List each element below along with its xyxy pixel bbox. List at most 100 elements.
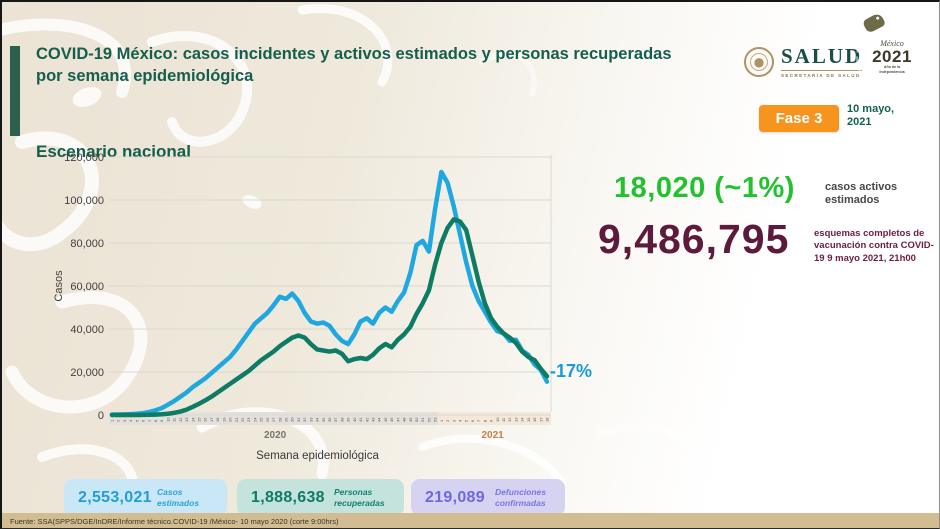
svg-text:20: 20 (228, 417, 233, 422)
svg-text:14: 14 (520, 417, 525, 422)
svg-text:7: 7 (147, 419, 152, 422)
deaths-box: 219,089 Defunciones confirmadas (411, 479, 565, 516)
recovered-label: Personas recuperadas (334, 486, 385, 508)
svg-text:18: 18 (545, 417, 550, 422)
active-cases-label: casos activos estimados (825, 181, 898, 206)
svg-text:52: 52 (426, 417, 431, 422)
svg-text:8: 8 (482, 419, 487, 422)
svg-text:Casos: Casos (53, 270, 65, 302)
deaths-value: 219,089 (425, 488, 485, 506)
page-title: COVID-19 México: casos incidentes y acti… (36, 45, 672, 85)
svg-text:8: 8 (153, 419, 158, 422)
svg-text:47: 47 (395, 417, 400, 422)
svg-text:7: 7 (476, 419, 481, 422)
svg-text:1: 1 (110, 419, 115, 422)
svg-text:4: 4 (128, 419, 133, 422)
svg-text:29: 29 (284, 417, 289, 422)
svg-text:30: 30 (290, 417, 295, 422)
svg-text:17: 17 (538, 417, 543, 422)
recovered-value: 1,888,638 (251, 488, 325, 506)
svg-text:10: 10 (165, 417, 170, 422)
svg-text:50: 50 (414, 417, 419, 422)
serpent-ring-texture (856, 21, 928, 93)
svg-text:53: 53 (433, 417, 438, 422)
estimated-cases-label: Casos estimados (157, 486, 200, 508)
svg-text:3: 3 (122, 419, 127, 422)
salud-eagle-icon (744, 47, 774, 77)
svg-text:13: 13 (184, 417, 189, 422)
svg-text:13: 13 (513, 417, 518, 422)
svg-text:28: 28 (277, 417, 282, 422)
svg-text:Semana epidemiológica: Semana epidemiológica (256, 450, 379, 462)
recovered-box: 1,888,638 Personas recuperadas (237, 479, 404, 516)
svg-text:5: 5 (134, 419, 139, 422)
svg-text:49: 49 (408, 417, 413, 422)
svg-text:11: 11 (501, 417, 506, 422)
svg-text:42: 42 (364, 417, 369, 422)
trend-annotation: -17% (550, 361, 593, 381)
svg-text:27: 27 (271, 417, 276, 422)
svg-text:36: 36 (327, 417, 332, 422)
svg-text:6: 6 (470, 419, 475, 422)
svg-text:16: 16 (203, 417, 208, 422)
green-accent-bar (10, 46, 20, 136)
svg-text:80,000: 80,000 (70, 238, 104, 250)
svg-text:10: 10 (495, 417, 500, 422)
svg-text:3: 3 (451, 419, 456, 422)
salud-secretaria-label: SECRETARÍA DE SALUD (781, 70, 863, 78)
estimated-cases-value: 2,553,021 (78, 488, 152, 506)
svg-text:14: 14 (190, 417, 195, 422)
svg-text:20,000: 20,000 (70, 367, 104, 379)
estimated-cases-box: 2,553,021 Casos estimados (64, 479, 227, 516)
mexico-script-label: México (880, 39, 904, 49)
scenario-subtitle: Escenario nacional (36, 142, 191, 161)
mexico-year-label: 2021 (872, 47, 912, 67)
vaccination-label: esquemas completos de vacunación contra … (814, 228, 934, 264)
svg-text:9: 9 (489, 419, 494, 422)
svg-text:2021: 2021 (482, 430, 505, 441)
svg-text:44: 44 (377, 417, 382, 422)
report-date: 10 mayo, 2021 (847, 103, 895, 128)
svg-text:33: 33 (308, 417, 313, 422)
active-cases-value: 18,020 (~1%) (614, 172, 795, 204)
serpent-ring-icon: México 2021 Año de la Independencia (856, 21, 928, 93)
svg-text:2: 2 (445, 419, 450, 422)
svg-text:60,000: 60,000 (70, 281, 104, 293)
svg-text:34: 34 (315, 417, 320, 422)
phase-badge: Fase 3 (759, 105, 839, 132)
salud-logo: SALUD SECRETARÍA DE SALUD (744, 44, 863, 78)
svg-text:15: 15 (526, 417, 531, 422)
mexico-2021-logo: México 2021 Año de la Independencia (854, 12, 932, 102)
svg-text:23: 23 (246, 417, 251, 422)
svg-text:12: 12 (178, 417, 183, 422)
svg-text:1: 1 (439, 419, 444, 422)
svg-text:32: 32 (302, 417, 307, 422)
svg-text:26: 26 (265, 417, 270, 422)
svg-text:6: 6 (141, 419, 146, 422)
svg-text:16: 16 (532, 417, 537, 422)
svg-text:41: 41 (358, 417, 363, 422)
svg-text:25: 25 (259, 417, 264, 422)
svg-text:31: 31 (296, 417, 301, 422)
svg-text:22: 22 (240, 417, 245, 422)
salud-wordmark: SALUD (781, 44, 863, 68)
svg-text:40: 40 (352, 417, 357, 422)
svg-text:9: 9 (159, 419, 164, 422)
svg-text:51: 51 (420, 417, 425, 422)
svg-text:2020: 2020 (264, 430, 287, 441)
mexico-independencia-label: Año de la Independencia (879, 65, 905, 74)
footer-source-bar: Fuente: SSA(SPPS/DGE/InDRE/Informe técni… (2, 513, 939, 528)
svg-text:48: 48 (402, 417, 407, 422)
svg-text:15: 15 (197, 417, 202, 422)
svg-text:40,000: 40,000 (70, 324, 104, 336)
footer-source-text: Fuente: SSA(SPPS/DGE/InDRE/Informe técni… (10, 517, 339, 526)
svg-text:4: 4 (458, 419, 463, 422)
svg-text:21: 21 (234, 417, 239, 422)
svg-text:46: 46 (389, 417, 394, 422)
svg-text:5: 5 (464, 419, 469, 422)
svg-text:39: 39 (346, 417, 351, 422)
svg-text:0: 0 (98, 410, 104, 422)
svg-text:11: 11 (172, 417, 177, 422)
svg-text:35: 35 (321, 417, 326, 422)
